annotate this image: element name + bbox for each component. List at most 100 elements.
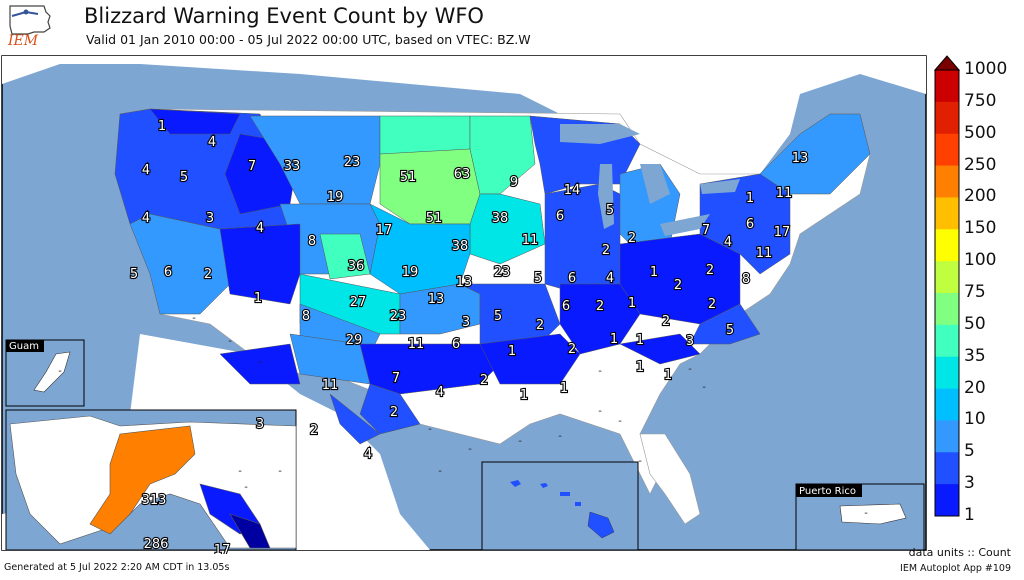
colorbar-tick-label: 5	[964, 441, 975, 462]
svg-text:-: -	[438, 466, 442, 477]
lake-erie	[660, 214, 710, 236]
count-label: 19	[402, 265, 419, 280]
colorbar-tick-label: 35	[964, 345, 986, 366]
svg-text:-: -	[864, 508, 868, 519]
count-label: 4	[436, 385, 444, 400]
count-label: 1	[628, 296, 636, 311]
count-label: 38	[452, 239, 469, 254]
svg-text:-: -	[58, 366, 62, 377]
count-label: 11	[408, 337, 425, 352]
colorbar-tick-label: 20	[964, 377, 986, 398]
guam-label: Guam	[9, 341, 39, 352]
count-label: 23	[390, 309, 407, 324]
count-label: 2	[708, 297, 716, 312]
count-label: 313	[142, 493, 167, 508]
count-label: 2	[480, 373, 488, 388]
count-label: 6	[746, 217, 754, 232]
svg-text:-: -	[702, 382, 706, 393]
count-label: 29	[346, 333, 363, 348]
count-label: 13	[456, 275, 473, 290]
count-label: 38	[492, 211, 509, 226]
count-label: 4	[208, 135, 216, 150]
count-label: 1	[610, 332, 618, 347]
data-units: data units :: Count	[908, 546, 1011, 559]
svg-text:-: -	[278, 466, 282, 477]
count-label: 11	[756, 246, 773, 261]
count-label: 3	[686, 334, 694, 349]
count-label: 63	[454, 167, 471, 182]
colorbar-tick-label: 200	[964, 186, 997, 207]
count-label: 4	[142, 163, 150, 178]
count-label: 3	[206, 211, 214, 226]
logo-text: IEM	[7, 33, 39, 48]
count-label: 286	[144, 537, 169, 552]
count-label: 2	[602, 243, 610, 258]
count-label: 2	[628, 231, 636, 246]
colorbar-tick-label: 1000	[964, 59, 1008, 79]
colorbar-tick-label: 500	[964, 122, 997, 143]
svg-text:-: -	[688, 364, 692, 375]
count-label: 3	[256, 417, 264, 432]
count-label: 6	[164, 265, 172, 280]
count-label: 14	[564, 183, 581, 198]
svg-text:-: -	[468, 444, 472, 455]
count-label: 13	[428, 292, 445, 307]
count-label: 2	[390, 405, 398, 420]
count-label: 11	[522, 233, 539, 248]
count-label: 19	[327, 190, 344, 205]
count-label: 7	[248, 159, 256, 174]
count-label: 2	[568, 342, 576, 357]
count-label: 1	[636, 333, 644, 348]
count-label: 11	[776, 186, 793, 201]
count-label: 5	[130, 267, 138, 282]
count-label: 4	[256, 221, 264, 236]
colorbar-tick-label: 1	[964, 505, 975, 525]
count-label: 8	[302, 309, 310, 324]
colorbar-tick-label: 250	[964, 154, 997, 175]
count-label: 5	[180, 170, 188, 185]
count-label: 7	[392, 371, 400, 386]
colorbar-tick-label: 50	[964, 313, 986, 334]
count-label: 36	[348, 259, 365, 274]
count-label: 33	[284, 159, 301, 174]
count-label: 27	[350, 295, 367, 310]
count-label: 7	[702, 223, 710, 238]
colorbar-tick-label: 750	[964, 90, 997, 111]
count-label: 17	[214, 543, 231, 554]
count-label: 3	[462, 315, 470, 330]
count-label: 1	[664, 368, 672, 383]
count-label: 11	[322, 378, 339, 393]
svg-text:-: -	[244, 482, 248, 493]
app-id: IEM Autoplot App #109	[900, 563, 1011, 574]
us-map: Guam Puerto Rico 1 4 4 5 4 3 4 7 33 23 1…	[1, 55, 927, 554]
count-label: 1	[520, 388, 528, 403]
colorbar-tick-label: 10	[964, 409, 986, 430]
count-label: 2	[706, 263, 714, 278]
colorbar-tick-label: 75	[964, 282, 986, 302]
count-label: 6	[452, 337, 460, 352]
count-label: 2	[674, 278, 682, 293]
svg-text:-: -	[238, 466, 242, 477]
count-label: 4	[606, 271, 614, 286]
count-label: 23	[344, 155, 361, 170]
lake-michigan	[598, 164, 614, 229]
count-label: 8	[308, 234, 316, 249]
count-label: 2	[536, 318, 544, 333]
lake-huron	[640, 164, 670, 204]
svg-text:-: -	[598, 406, 602, 417]
colorbar-tick-label: 100	[964, 250, 997, 271]
count-label: 6	[568, 271, 576, 286]
svg-text:-: -	[598, 366, 602, 377]
svg-text:-: -	[428, 424, 432, 435]
colorbar-tick-label: 3	[964, 473, 975, 494]
canada-land	[2, 56, 926, 184]
puerto-rico-label: Puerto Rico	[799, 486, 856, 497]
generated-timestamp: Generated at 5 Jul 2022 2:20 AM CDT in 1…	[4, 562, 230, 573]
svg-text:-: -	[518, 436, 522, 447]
count-label: 2	[662, 314, 670, 329]
count-label: 1	[560, 381, 568, 396]
count-label: 51	[400, 170, 417, 185]
count-label: 4	[724, 235, 732, 250]
count-label: 17	[376, 223, 393, 238]
count-label: 5	[534, 271, 542, 286]
